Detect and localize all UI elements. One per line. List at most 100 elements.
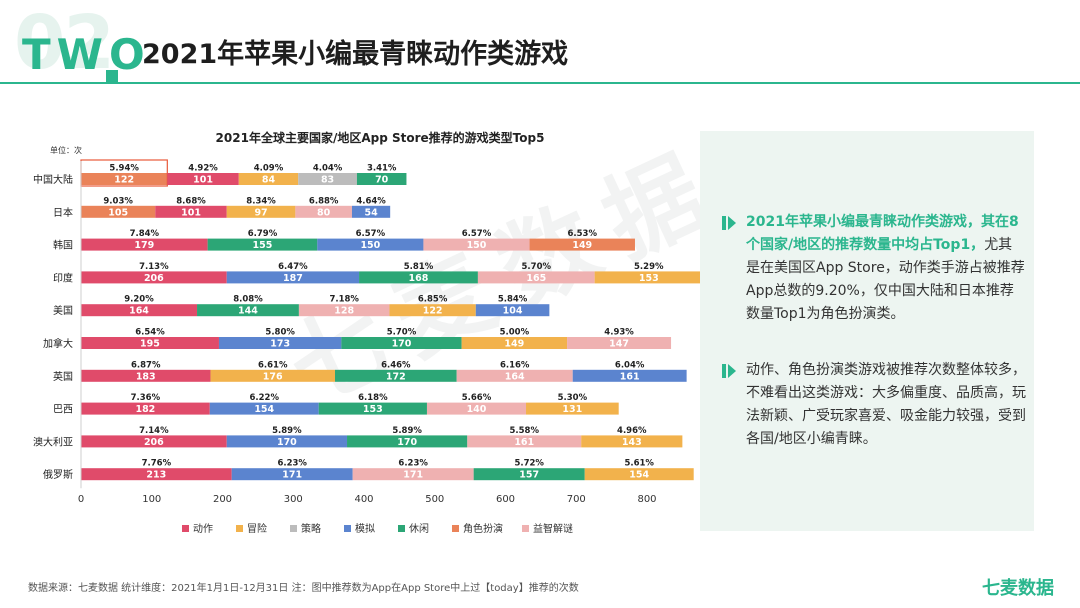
bar-value-label: 143 [622, 437, 642, 448]
bar-value-label: 165 [526, 273, 546, 284]
category-label: 澳大利亚 [33, 435, 73, 448]
accent-square [106, 70, 118, 82]
bar-percent-label: 9.03% [103, 196, 133, 206]
bar-segment [359, 271, 478, 284]
bullet-arrow-icon [722, 216, 736, 230]
legend-item: 策略 [290, 522, 321, 535]
bar-segment [81, 435, 227, 448]
bar-value-label: 150 [360, 240, 380, 251]
bar-segment [81, 402, 210, 415]
bar-value-label: 70 [375, 175, 389, 186]
bar-percent-label: 4.04% [313, 164, 343, 174]
bar-value-label: 187 [283, 273, 303, 284]
legend-item: 角色扮演 [452, 522, 503, 535]
legend-item: 模拟 [344, 522, 375, 535]
bar-value-label: 183 [136, 371, 156, 382]
bar-segment [226, 435, 348, 448]
bar-segment [226, 271, 360, 284]
bar-segment [210, 369, 335, 382]
bar-percent-label: 6.22% [249, 393, 279, 403]
bar-segment [572, 369, 687, 382]
bar-value-label: 171 [403, 470, 423, 481]
bar-value-label: 157 [519, 470, 539, 481]
x-tick-label: 700 [567, 494, 586, 505]
bar-segment [238, 173, 299, 185]
bar-percent-label: 7.14% [139, 426, 169, 436]
bar-segment [473, 468, 585, 481]
legend-label: 休闲 [409, 522, 429, 535]
bar-percent-label: 6.04% [615, 360, 645, 370]
bar-percent-label: 6.53% [568, 229, 598, 239]
bar-percent-label: 7.76% [142, 459, 172, 469]
bar-value-label: 122 [423, 306, 443, 317]
bar-segment [295, 205, 352, 218]
category-label: 印度 [53, 271, 73, 284]
bar-value-label: 213 [146, 470, 166, 481]
x-tick-label: 100 [142, 494, 161, 505]
bar-percent-label: 7.36% [131, 393, 161, 403]
category-label: 俄罗斯 [43, 468, 73, 481]
bar-value-label: 206 [144, 437, 164, 448]
bar-segment [594, 271, 700, 284]
bar-segment [81, 173, 168, 185]
bar-segment [456, 369, 573, 382]
bar-value-label: 97 [254, 207, 267, 218]
bar-segment [347, 435, 468, 448]
bar-percent-label: 9.20% [124, 295, 154, 305]
x-tick-label: 500 [425, 494, 444, 505]
bar-segment [581, 435, 683, 448]
bar-value-label: 154 [254, 404, 274, 415]
bar-percent-label: 5.94% [109, 164, 139, 174]
bar-value-label: 170 [392, 339, 412, 350]
bar-percent-label: 6.16% [500, 360, 530, 370]
bar-value-label: 150 [467, 240, 487, 251]
bar-percent-label: 7.18% [329, 295, 359, 305]
bar-segment [81, 238, 208, 251]
bar-percent-label: 5.29% [634, 262, 664, 272]
bar-percent-label: 6.57% [462, 229, 492, 239]
bar-percent-label: 3.41% [367, 164, 397, 174]
x-tick-label: 600 [496, 494, 515, 505]
bar-value-label: 176 [263, 371, 283, 382]
bar-segment [389, 304, 476, 317]
bar-value-label: 101 [193, 175, 213, 186]
bar-value-label: 128 [334, 306, 354, 317]
bar-percent-label: 6.23% [277, 459, 307, 469]
bar-value-label: 105 [108, 207, 128, 218]
bar-value-label: 170 [277, 437, 297, 448]
bar-segment [81, 337, 219, 349]
x-tick-label: 400 [354, 494, 373, 505]
bar-percent-label: 4.92% [188, 164, 218, 174]
category-label: 加拿大 [43, 337, 73, 350]
legend-swatch [344, 525, 351, 532]
bar-value-label: 195 [140, 339, 160, 350]
bar-value-label: 153 [639, 273, 659, 284]
insight-panel [700, 131, 1034, 531]
category-label: 巴西 [53, 404, 73, 416]
bar-percent-label: 5.61% [624, 459, 654, 469]
legend-label: 冒险 [247, 522, 267, 535]
bar-value-label: 173 [270, 339, 290, 350]
x-tick-label: 200 [213, 494, 232, 505]
bar-percent-label: 4.64% [356, 196, 386, 206]
bar-segment [423, 238, 530, 251]
bar-percent-label: 6.54% [135, 328, 165, 338]
bar-percent-label: 6.47% [278, 262, 308, 272]
bar-segment [477, 271, 595, 284]
page-title: 2021年苹果小编最青睐动作类游戏 [142, 39, 569, 70]
bar-value-label: 153 [363, 404, 383, 415]
legend-label: 动作 [193, 523, 213, 535]
bar-segment [231, 468, 353, 481]
section-label: TWO [22, 30, 151, 79]
bar-percent-label: 5.58% [509, 426, 539, 436]
bar-value-label: 155 [253, 240, 273, 251]
legend-item: 休闲 [398, 522, 429, 535]
bar-percent-label: 5.30% [558, 393, 588, 403]
bar-segment [226, 205, 296, 218]
bar-value-label: 80 [317, 207, 331, 218]
bar-percent-label: 5.66% [462, 393, 492, 403]
insight-paragraph-1: 2021年苹果小编最青睐动作类游戏，其在8个国家/地区的推荐数量中均占Top1，… [746, 211, 1026, 326]
bar-percent-label: 7.13% [139, 262, 169, 272]
bar-segment [81, 271, 227, 284]
category-label: 韩国 [53, 239, 73, 252]
